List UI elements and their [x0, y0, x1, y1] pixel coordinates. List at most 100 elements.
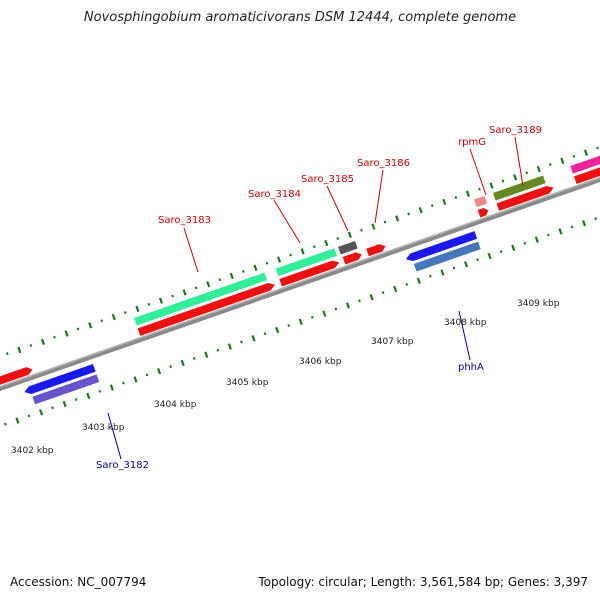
forward-tick-mark: [442, 198, 447, 206]
forward-tick-mark: [336, 237, 340, 240]
reverse-tick-mark: [240, 340, 243, 344]
forward-tick-mark: [312, 245, 316, 249]
forward-tick-mark: [111, 313, 116, 321]
reverse-tick-mark: [169, 365, 172, 369]
forward-tick-mark: [17, 346, 22, 354]
cds-arrow-saro-3184[interactable]: [279, 259, 340, 287]
forward-tick-mark: [430, 204, 434, 208]
forward-tick-mark: [407, 212, 410, 216]
forward-tick-mark: [525, 171, 529, 175]
reverse-tick-mark: [145, 373, 149, 377]
gene-label-saro-3183[interactable]: Saro_3183: [158, 215, 211, 226]
reverse-tick-mark: [62, 400, 67, 408]
reverse-tick-mark: [416, 277, 421, 284]
forward-tick-mark: [194, 286, 198, 290]
cds-arrow-saro-3182[interactable]: [23, 364, 96, 396]
forward-tick-mark: [513, 174, 518, 181]
callout-line-saro-3182: [107, 412, 122, 460]
gene-label-rpmg[interactable]: rpmG: [458, 137, 486, 148]
gene-label-saro-3185[interactable]: Saro_3185: [301, 174, 354, 185]
gene-box-phha[interactable]: [413, 241, 481, 272]
forward-tick-mark: [88, 322, 93, 329]
forward-tick-mark: [560, 157, 565, 165]
forward-tick-track: [5, 146, 599, 356]
gene-box-saro-3183[interactable]: [134, 272, 268, 326]
gene-box-saro-3189[interactable]: [492, 175, 546, 201]
forward-tick-mark: [242, 269, 245, 273]
cds-arrow-3190[interactable]: [574, 154, 600, 184]
cds-arrow-rpmg[interactable]: [477, 207, 490, 218]
gene-label-saro-3184[interactable]: Saro_3184: [248, 189, 301, 200]
gene-box-saro-3182[interactable]: [32, 374, 100, 405]
callout-line-rpmg: [469, 148, 487, 196]
forward-tick-mark: [277, 256, 282, 263]
reverse-tick-mark: [358, 299, 361, 303]
reverse-tick-mark: [287, 324, 291, 327]
cds-arrow-saro-3185[interactable]: [342, 251, 364, 265]
cds-arrow-phha[interactable]: [405, 231, 478, 263]
cds-arrow-saro-3183[interactable]: [137, 281, 277, 336]
forward-tick-mark: [360, 228, 363, 232]
forward-tick-mark: [53, 335, 56, 339]
reverse-tick-mark: [39, 409, 44, 416]
kbp-label-3402: 3402 kbp: [11, 446, 54, 456]
reverse-tick-mark: [440, 269, 445, 276]
forward-tick-mark: [548, 163, 552, 167]
callout-line-phha: [458, 310, 471, 361]
forward-tick-mark: [583, 149, 588, 156]
cds-arrow-saro-3189[interactable]: [496, 184, 555, 211]
gene-label-saro-3186[interactable]: Saro_3186: [357, 158, 410, 169]
forward-tick-mark: [454, 195, 458, 199]
reverse-tick-mark: [263, 332, 267, 336]
reverse-tick-mark: [463, 261, 469, 268]
callout-line-saro-3184: [273, 199, 301, 244]
reverse-tick-mark: [15, 417, 20, 424]
forward-tick-mark: [395, 215, 400, 222]
reverse-tick-mark: [322, 310, 327, 317]
forward-tick-mark: [253, 264, 258, 271]
genome-title: Novosphingobium aromaticivorans DSM 1244…: [83, 10, 517, 25]
reverse-tick-mark: [4, 422, 7, 426]
gene-box-3190[interactable]: [570, 146, 600, 174]
reverse-tick-mark: [98, 389, 102, 393]
forward-tick-mark: [478, 187, 481, 191]
gene-label-saro-3189[interactable]: Saro_3189: [489, 125, 542, 136]
forward-tick-mark: [383, 220, 387, 224]
forward-tick-mark: [182, 289, 187, 296]
gene-label-saro-3182[interactable]: Saro_3182: [96, 460, 149, 471]
reverse-tick-mark: [558, 228, 563, 235]
kbp-label-3405: 3405 kbp: [226, 378, 269, 388]
reverse-tick-mark: [251, 335, 256, 342]
forward-tick-mark: [76, 327, 80, 331]
cds-arrow-saro-3186[interactable]: [366, 243, 387, 257]
forward-tick-mark: [206, 281, 211, 288]
gene-box-saro-3184[interactable]: [275, 248, 337, 277]
reverse-tick-mark: [86, 392, 91, 400]
kbp-label-3407: 3407 kbp: [371, 337, 414, 347]
kbp-label-3408: 3408 kbp: [444, 318, 487, 328]
reverse-tick-mark: [74, 398, 78, 401]
forward-tick-mark: [536, 165, 541, 173]
reverse-tick-mark: [405, 282, 409, 286]
reverse-tick-mark: [381, 291, 385, 295]
gene-box-rpmg[interactable]: [474, 195, 488, 208]
forward-tick-mark: [489, 182, 494, 189]
reverse-tick-mark: [511, 244, 516, 252]
cds-arrow-3181[interactable]: [0, 365, 34, 399]
kbp-label-3409: 3409 kbp: [517, 299, 560, 309]
reverse-tick-mark: [547, 233, 550, 237]
reverse-tick-mark: [192, 356, 196, 360]
reverse-tick-mark: [534, 236, 539, 243]
forward-tick-mark: [5, 352, 9, 356]
reverse-tick-mark: [310, 315, 314, 319]
reverse-tick-mark: [157, 367, 162, 375]
callout-line-saro-3185: [326, 185, 349, 232]
reverse-tick-mark: [476, 258, 479, 262]
reverse-tick-mark: [204, 351, 209, 358]
reverse-tick-mark: [109, 384, 114, 391]
reverse-tick-mark: [582, 220, 587, 227]
forward-tick-mark: [135, 305, 140, 313]
gene-label-phha[interactable]: phhA: [458, 362, 484, 373]
gene-box-saro-3185[interactable]: [338, 240, 358, 255]
